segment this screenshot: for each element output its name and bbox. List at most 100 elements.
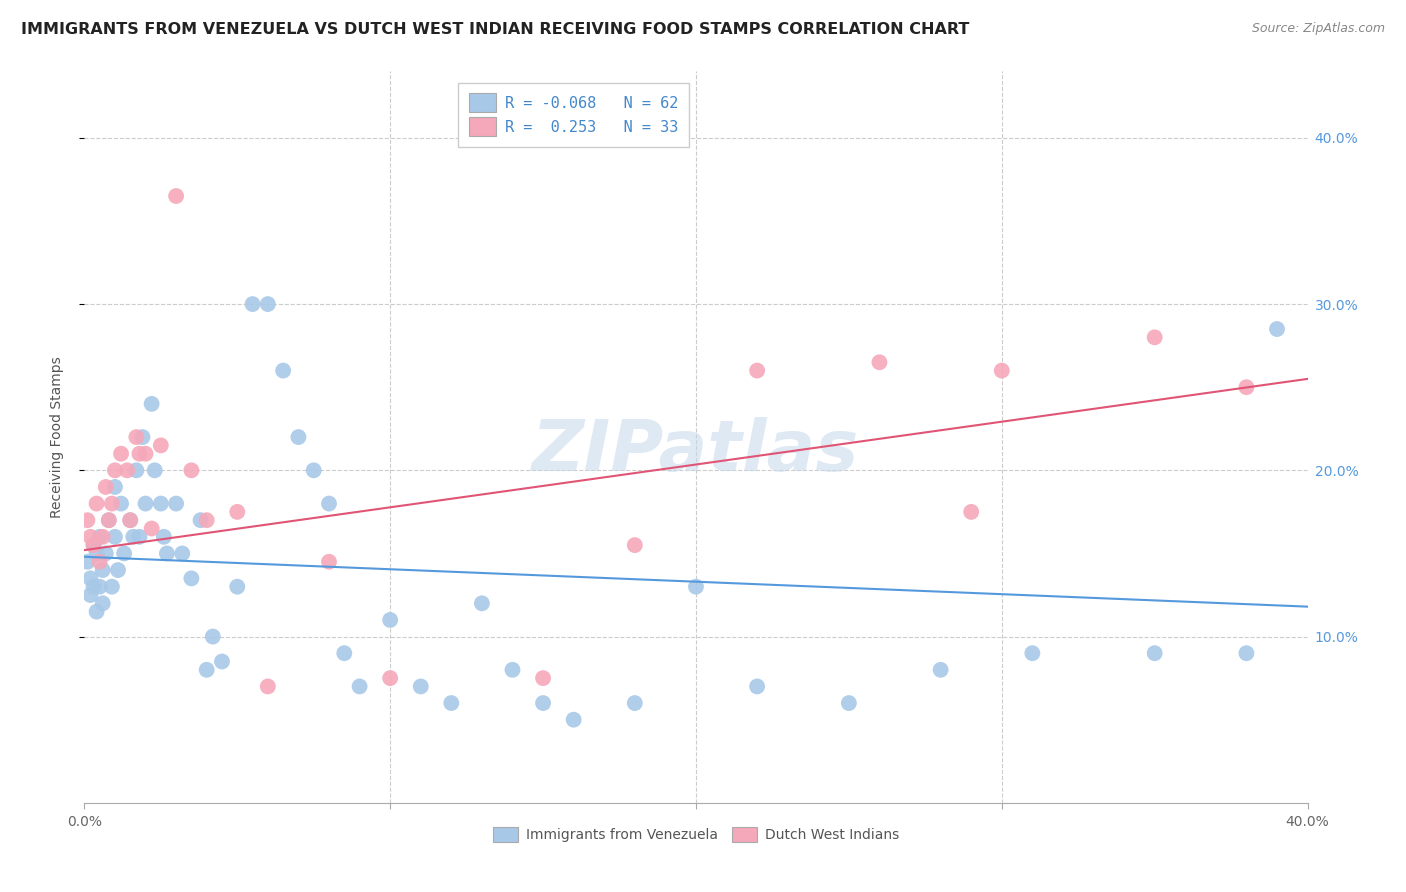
Point	[838, 696, 860, 710]
Point	[165, 497, 187, 511]
Point	[91, 596, 114, 610]
Point	[125, 430, 148, 444]
Point	[190, 513, 212, 527]
Point	[91, 530, 114, 544]
Point	[83, 538, 105, 552]
Point	[685, 580, 707, 594]
Point	[110, 497, 132, 511]
Point	[409, 680, 432, 694]
Point	[128, 530, 150, 544]
Legend: Immigrants from Venezuela, Dutch West Indians: Immigrants from Venezuela, Dutch West In…	[484, 819, 908, 851]
Point	[502, 663, 524, 677]
Point	[141, 397, 163, 411]
Point	[83, 538, 105, 552]
Point	[562, 713, 585, 727]
Point	[112, 546, 135, 560]
Point	[172, 546, 194, 560]
Point	[380, 671, 402, 685]
Y-axis label: Receiving Food Stamps: Receiving Food Stamps	[49, 356, 63, 518]
Point	[271, 363, 294, 377]
Point	[94, 480, 117, 494]
Point	[156, 546, 179, 560]
Point	[104, 480, 127, 494]
Point	[471, 596, 494, 610]
Point	[226, 580, 249, 594]
Point	[287, 430, 309, 444]
Point	[531, 671, 554, 685]
Point	[1143, 646, 1166, 660]
Point	[302, 463, 325, 477]
Text: Source: ZipAtlas.com: Source: ZipAtlas.com	[1251, 22, 1385, 36]
Point	[86, 546, 108, 560]
Point	[1265, 322, 1288, 336]
Point	[1021, 646, 1043, 660]
Point	[624, 538, 647, 552]
Point	[131, 430, 153, 444]
Point	[201, 630, 224, 644]
Point	[91, 563, 114, 577]
Point	[107, 563, 129, 577]
Point	[869, 355, 891, 369]
Point	[349, 680, 371, 694]
Point	[104, 530, 127, 544]
Text: IMMIGRANTS FROM VENEZUELA VS DUTCH WEST INDIAN RECEIVING FOOD STAMPS CORRELATION: IMMIGRANTS FROM VENEZUELA VS DUTCH WEST …	[21, 22, 970, 37]
Point	[135, 447, 157, 461]
Point	[110, 447, 132, 461]
Point	[125, 463, 148, 477]
Point	[531, 696, 554, 710]
Point	[929, 663, 952, 677]
Point	[180, 571, 202, 585]
Point	[747, 680, 769, 694]
Point	[141, 521, 163, 535]
Point	[257, 297, 280, 311]
Point	[79, 588, 101, 602]
Point	[128, 447, 150, 461]
Point	[195, 663, 218, 677]
Point	[122, 530, 145, 544]
Point	[89, 555, 111, 569]
Point	[76, 555, 98, 569]
Point	[165, 189, 187, 203]
Point	[101, 580, 124, 594]
Point	[380, 613, 402, 627]
Point	[318, 497, 340, 511]
Point	[257, 680, 280, 694]
Point	[86, 605, 108, 619]
Point	[333, 646, 356, 660]
Point	[97, 513, 120, 527]
Point	[149, 497, 172, 511]
Point	[115, 463, 138, 477]
Point	[1236, 380, 1258, 394]
Point	[89, 580, 111, 594]
Point	[79, 571, 101, 585]
Point	[135, 497, 157, 511]
Point	[79, 530, 101, 544]
Point	[101, 497, 124, 511]
Point	[195, 513, 218, 527]
Point	[211, 655, 233, 669]
Point	[149, 438, 172, 452]
Point	[242, 297, 264, 311]
Point	[960, 505, 983, 519]
Point	[1236, 646, 1258, 660]
Point	[318, 555, 340, 569]
Point	[86, 497, 108, 511]
Point	[624, 696, 647, 710]
Text: ZIPatlas: ZIPatlas	[533, 417, 859, 486]
Point	[104, 463, 127, 477]
Point	[747, 363, 769, 377]
Point	[120, 513, 142, 527]
Point	[143, 463, 166, 477]
Point	[97, 513, 120, 527]
Point	[226, 505, 249, 519]
Point	[153, 530, 176, 544]
Point	[180, 463, 202, 477]
Point	[76, 513, 98, 527]
Point	[120, 513, 142, 527]
Point	[83, 580, 105, 594]
Point	[991, 363, 1014, 377]
Point	[94, 546, 117, 560]
Point	[89, 530, 111, 544]
Point	[1143, 330, 1166, 344]
Point	[440, 696, 463, 710]
